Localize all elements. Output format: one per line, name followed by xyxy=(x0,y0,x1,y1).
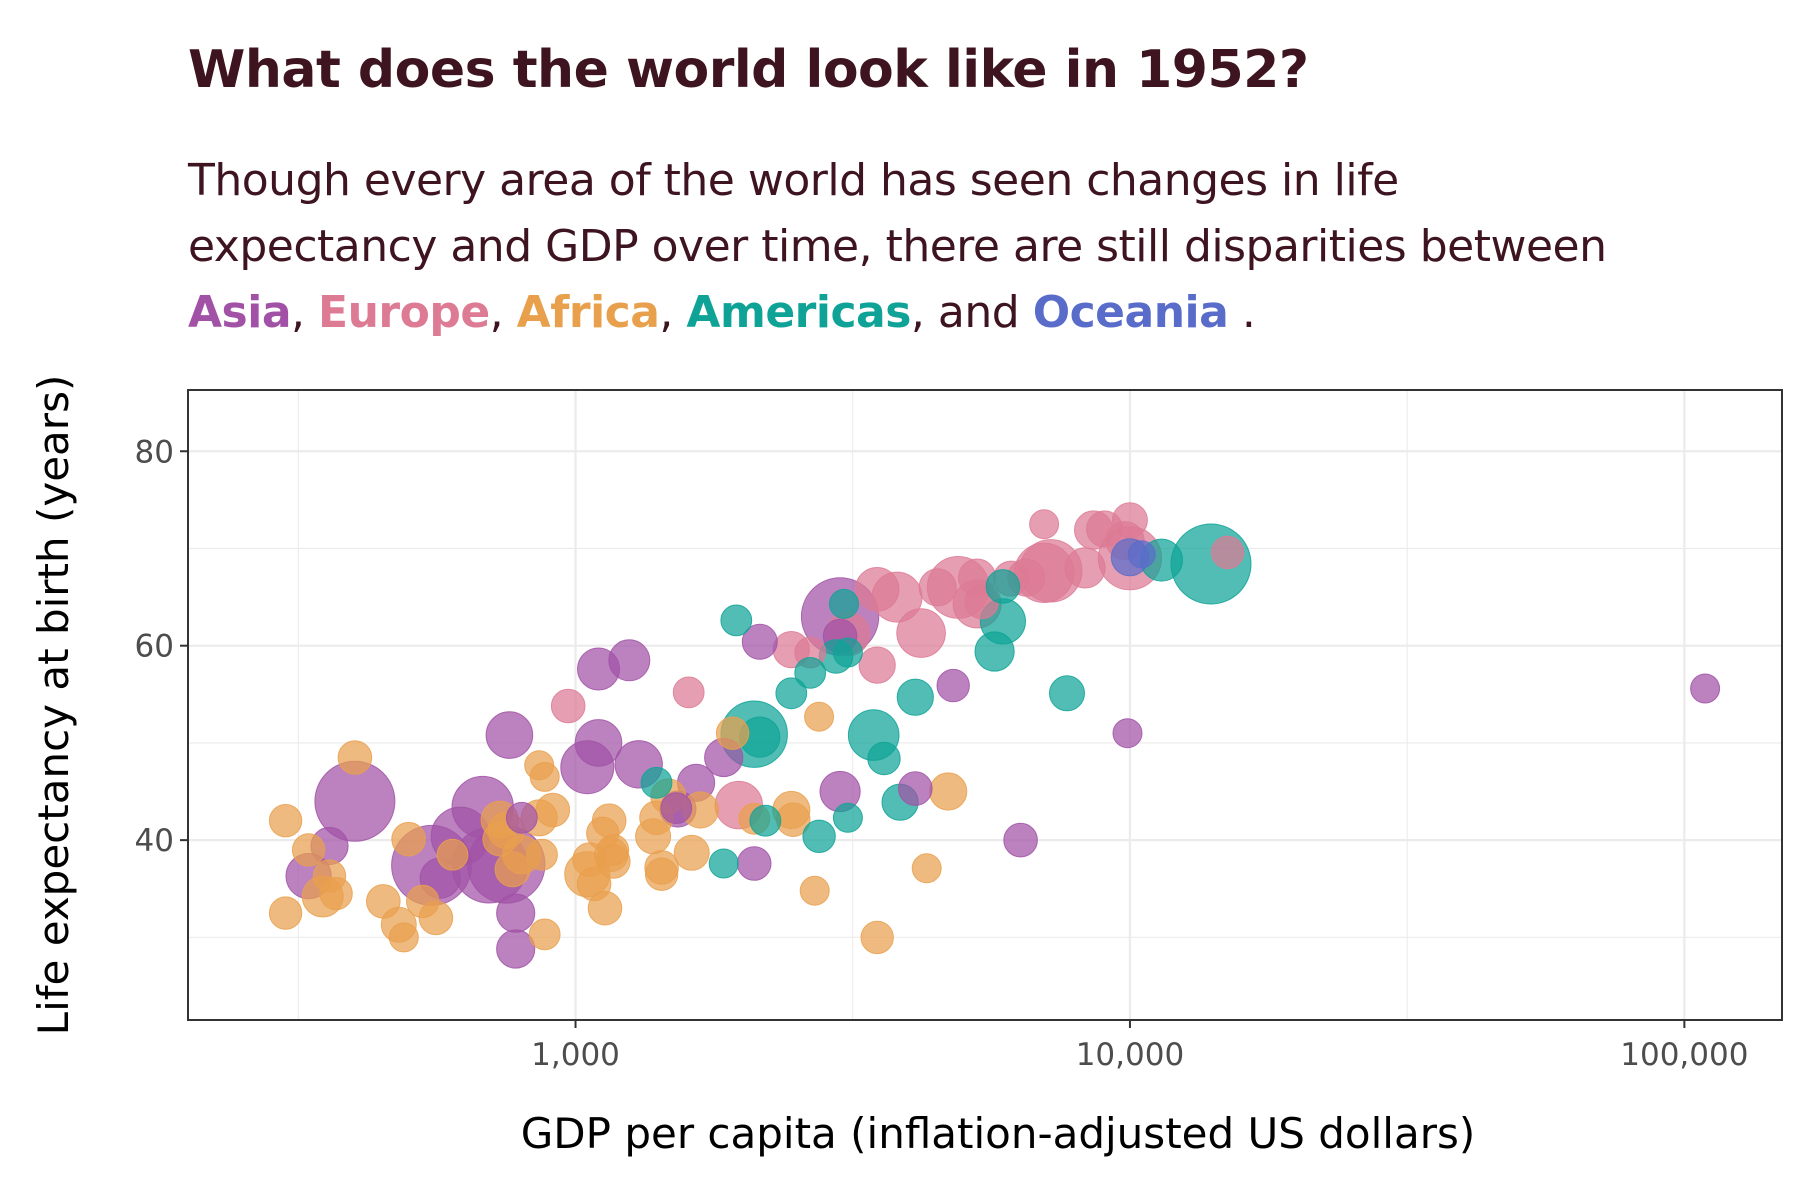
data-point-asia xyxy=(608,639,651,682)
data-point-americas xyxy=(974,631,1015,672)
x-axis-title: GDP per capita (inflation-adjusted US do… xyxy=(521,1109,1475,1158)
data-point-europe xyxy=(896,608,946,658)
x-axis: 1,000 10,000 100,000 xyxy=(531,1020,1748,1073)
subtitle-separator: , xyxy=(910,287,938,338)
subtitle-asia-label: Asia xyxy=(188,287,292,338)
data-point-europe xyxy=(858,646,896,684)
data-point-asia xyxy=(936,668,970,703)
data-point-americas xyxy=(985,569,1021,604)
data-point-europe xyxy=(672,676,705,709)
data-point-africa xyxy=(673,834,710,871)
subtitle-africa-label: Africa xyxy=(516,287,660,338)
data-point-asia xyxy=(574,719,623,767)
chart-title: What does the world look like in 1952? xyxy=(188,40,1309,100)
data-point-americas xyxy=(794,657,827,689)
subtitle-europe-label: Europe xyxy=(318,287,490,338)
data-point-americas xyxy=(832,637,863,668)
data-point-americas xyxy=(775,677,808,710)
data-point-africa xyxy=(644,857,679,891)
data-point-asia xyxy=(736,846,772,881)
data-points xyxy=(268,502,1721,969)
subtitle-line-2: expectancy and GDP over time, there are … xyxy=(188,221,1607,272)
data-point-africa xyxy=(804,701,835,732)
data-point-americas xyxy=(1049,675,1085,712)
plot-border xyxy=(187,389,1783,1021)
data-point-africa xyxy=(528,918,561,951)
plot-panel xyxy=(188,390,1782,1020)
data-point-africa xyxy=(715,716,750,750)
x-tick-label: 1,000 xyxy=(531,1037,620,1073)
data-point-americas xyxy=(749,804,782,837)
subtitle-separator: , xyxy=(291,287,305,338)
data-point-americas xyxy=(802,819,836,853)
data-point-africa xyxy=(391,821,426,857)
subtitle-separator: , xyxy=(659,287,673,338)
subtitle-line-1: Though every area of the world has seen … xyxy=(188,155,1399,206)
data-point-africa xyxy=(291,833,326,867)
data-point-africa xyxy=(929,772,968,811)
data-point-africa xyxy=(587,890,623,926)
subtitle-americas-label: Americas xyxy=(686,287,911,338)
data-point-asia xyxy=(741,623,778,660)
data-point-africa xyxy=(312,859,347,893)
y-axis-title: Life expectancy at birth (years) xyxy=(29,375,78,1036)
data-point-africa xyxy=(860,920,894,955)
data-point-africa xyxy=(526,838,558,871)
data-point-asia xyxy=(1690,673,1721,704)
data-point-asia xyxy=(1112,718,1143,749)
data-point-asia xyxy=(485,711,534,759)
data-point-africa xyxy=(529,761,560,792)
data-point-americas xyxy=(640,766,673,799)
y-tick-label: 80 xyxy=(135,434,174,470)
data-point-asia xyxy=(660,792,693,824)
data-point-europe xyxy=(854,567,900,612)
subtitle-line-3: Asia, Europe, Africa, Americas, and Ocea… xyxy=(188,280,1788,346)
data-point-europe xyxy=(1210,535,1245,570)
data-point-europe xyxy=(918,568,957,607)
y-axis: 40 60 80 xyxy=(135,434,188,859)
data-point-africa xyxy=(268,804,303,838)
data-point-asia xyxy=(1003,822,1038,858)
data-point-africa xyxy=(911,853,942,884)
data-point-africa xyxy=(535,792,571,828)
data-point-africa xyxy=(436,838,469,871)
data-point-africa xyxy=(388,922,419,953)
data-point-africa xyxy=(268,896,303,930)
chart-subtitle: Though every area of the world has seen … xyxy=(188,148,1788,346)
data-point-americas xyxy=(832,802,863,833)
y-tick-label: 40 xyxy=(135,823,174,859)
data-point-oceania xyxy=(1127,540,1156,569)
data-point-africa xyxy=(406,884,440,919)
x-tick-label: 10,000 xyxy=(1076,1037,1184,1073)
data-point-asia xyxy=(496,929,536,969)
data-point-asia xyxy=(496,893,536,933)
data-point-asia xyxy=(898,771,933,806)
subtitle-period: . xyxy=(1241,287,1256,338)
data-point-africa xyxy=(799,875,830,906)
data-point-americas xyxy=(867,741,901,776)
subtitle-oceania-label: Oceania xyxy=(1032,287,1229,338)
data-point-africa xyxy=(366,884,401,919)
data-point-africa xyxy=(482,821,518,857)
data-point-americas xyxy=(896,678,934,716)
x-tick-label: 100,000 xyxy=(1620,1037,1748,1073)
data-point-africa xyxy=(337,740,373,775)
data-point-europe xyxy=(1029,509,1060,540)
data-point-americas xyxy=(720,604,753,637)
data-point-europe xyxy=(550,688,586,724)
subtitle-separator: , xyxy=(489,287,504,338)
data-point-asia xyxy=(505,801,538,834)
subtitle-and: and xyxy=(937,287,1020,338)
data-point-americas xyxy=(708,848,739,879)
data-point-europe xyxy=(1111,502,1148,539)
data-point-africa xyxy=(494,851,531,888)
y-tick-label: 60 xyxy=(135,629,174,665)
data-point-africa xyxy=(597,834,630,866)
data-point-europe xyxy=(1064,547,1106,589)
data-point-americas xyxy=(829,588,859,619)
